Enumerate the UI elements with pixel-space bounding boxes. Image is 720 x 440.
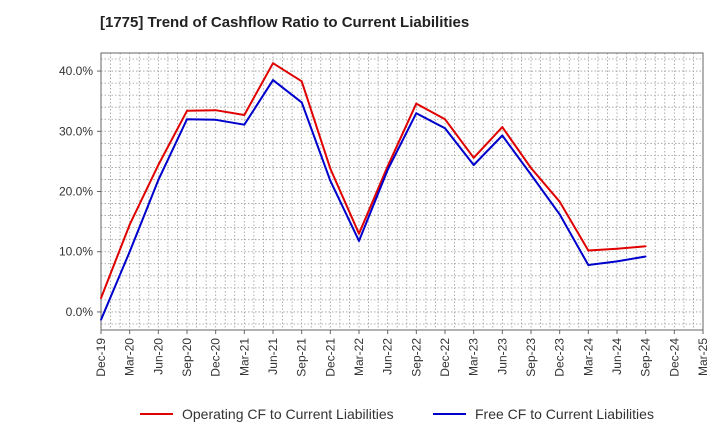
data-point bbox=[358, 232, 360, 235]
data-point bbox=[616, 260, 618, 263]
data-point bbox=[415, 112, 418, 115]
y-axis: 0.0% 10.0% 20.0% 30.0% 40.0% bbox=[59, 64, 101, 319]
legend-label: Free CF to Current Liabilities bbox=[475, 406, 654, 422]
data-point bbox=[157, 179, 160, 181]
data-point bbox=[128, 250, 131, 253]
data-point bbox=[243, 114, 246, 116]
grid bbox=[101, 53, 703, 330]
data-point bbox=[386, 165, 389, 168]
y-tick-label: 30.0% bbox=[59, 124, 93, 138]
series-lines bbox=[100, 62, 647, 321]
x-tick-label: Mar-21 bbox=[237, 338, 251, 376]
x-tick-label: Dec-21 bbox=[323, 338, 337, 377]
data-point bbox=[329, 167, 332, 170]
data-point bbox=[386, 168, 389, 171]
data-point bbox=[415, 102, 418, 105]
y-tick-label: 10.0% bbox=[59, 245, 93, 259]
x-tick-label: Sep-24 bbox=[639, 338, 653, 377]
data-point bbox=[157, 164, 160, 166]
x-tick-label: Mar-24 bbox=[581, 338, 595, 376]
data-point bbox=[472, 164, 475, 166]
data-point bbox=[272, 62, 274, 65]
chart-title: [1775] Trend of Cashflow Ratio to Curren… bbox=[100, 14, 470, 31]
data-point bbox=[272, 79, 274, 81]
data-point bbox=[214, 118, 217, 121]
data-point bbox=[587, 249, 590, 252]
x-tick-label: Jun-24 bbox=[610, 338, 624, 375]
x-tick-label: Jun-23 bbox=[495, 338, 509, 375]
data-point bbox=[501, 126, 504, 128]
data-point bbox=[100, 318, 102, 321]
legend: Operating CF to Current Liabilities Free … bbox=[140, 406, 654, 422]
y-tick-label: 0.0% bbox=[66, 305, 94, 319]
data-point bbox=[501, 134, 504, 137]
x-tick-label: Dec-19 bbox=[94, 338, 108, 377]
series-line-2 bbox=[100, 79, 646, 321]
x-tick-label: Mar-20 bbox=[123, 338, 137, 376]
data-point bbox=[644, 255, 647, 258]
x-tick-label: Mar-23 bbox=[467, 338, 481, 376]
data-point bbox=[558, 200, 561, 203]
x-tick-label: Jun-22 bbox=[381, 338, 395, 375]
data-point bbox=[472, 156, 475, 159]
series-line-1 bbox=[100, 62, 646, 299]
x-tick-label: Dec-24 bbox=[667, 338, 681, 377]
data-point bbox=[358, 239, 360, 242]
data-point bbox=[186, 109, 188, 112]
data-point bbox=[300, 101, 303, 104]
data-point bbox=[616, 247, 618, 250]
x-tick-label: Mar-25 bbox=[696, 338, 710, 376]
x-tick-label: Dec-20 bbox=[209, 338, 223, 377]
data-point bbox=[100, 297, 102, 299]
x-axis: Dec-19 Mar-20 Jun-20 Sep-20 Dec-20 Mar-21 Jun-… bbox=[94, 330, 710, 377]
data-point bbox=[300, 80, 303, 83]
data-point bbox=[558, 213, 561, 216]
x-tick-label: Sep-21 bbox=[295, 338, 309, 377]
y-tick-label: 40.0% bbox=[59, 64, 93, 78]
x-tick-label: Jun-21 bbox=[266, 338, 280, 375]
legend-label: Operating CF to Current Liabilities bbox=[182, 406, 394, 422]
data-point bbox=[128, 223, 131, 226]
y-tick-label: 20.0% bbox=[59, 185, 93, 199]
data-point bbox=[444, 118, 446, 121]
x-tick-label: Dec-22 bbox=[438, 338, 452, 377]
x-tick-label: Mar-22 bbox=[352, 338, 366, 376]
data-point bbox=[587, 264, 590, 266]
x-tick-label: Sep-22 bbox=[409, 338, 423, 377]
x-tick-label: Dec-23 bbox=[553, 338, 567, 377]
data-point bbox=[329, 179, 332, 182]
data-point bbox=[644, 245, 647, 248]
x-tick-label: Sep-23 bbox=[524, 338, 538, 377]
x-tick-label: Jun-20 bbox=[151, 338, 165, 375]
data-point bbox=[243, 123, 246, 126]
data-point bbox=[444, 127, 446, 130]
x-tick-label: Sep-20 bbox=[180, 338, 194, 377]
data-point bbox=[530, 167, 532, 169]
data-point bbox=[186, 118, 188, 121]
data-point bbox=[214, 109, 217, 112]
data-point bbox=[530, 173, 532, 176]
